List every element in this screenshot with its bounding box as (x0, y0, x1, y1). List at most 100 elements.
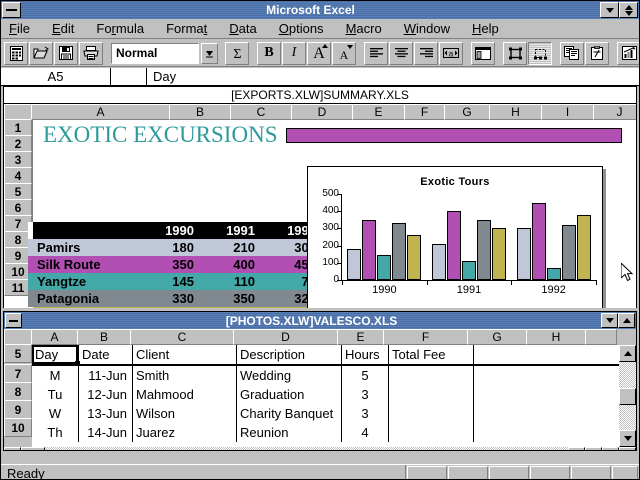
cell-F9[interactable] (389, 404, 474, 423)
cell-E10[interactable]: 4 (342, 423, 389, 442)
align-center-icon[interactable] (389, 41, 413, 65)
hscroll-track[interactable] (45, 447, 568, 450)
style-dropdown-icon[interactable] (201, 42, 218, 64)
menu-edit[interactable]: Edit (51, 21, 75, 36)
new-sheet-icon[interactable] (619, 447, 636, 450)
cell-E9[interactable]: 3 (342, 404, 389, 423)
row-header-5[interactable]: 5 (4, 344, 32, 363)
cell-H8[interactable] (534, 385, 594, 404)
column-header-E[interactable]: E (352, 104, 405, 120)
cell-B7[interactable]: 11-Jun (79, 366, 133, 385)
cells-area-summary[interactable]: EXOTIC EXCURSIONS (28, 120, 636, 308)
column-header-E2[interactable]: E (337, 329, 384, 345)
cell-C9[interactable]: Wilson (133, 404, 237, 423)
cell-G5[interactable] (474, 345, 534, 364)
menu-file[interactable]: File (9, 21, 30, 36)
column-header-D2[interactable]: D (233, 329, 338, 345)
cell-A8[interactable]: Tu (32, 385, 79, 404)
menu-help[interactable]: Help (471, 21, 499, 36)
child-window-valesco[interactable]: [PHOTOS.XLW]VALESCO.XLS A B C D E F G H (3, 311, 637, 451)
new-workbook-icon[interactable] (4, 41, 28, 65)
row-header-10[interactable]: 10 (4, 418, 32, 437)
cell-G8[interactable] (474, 385, 534, 404)
cell-A9[interactable]: W (32, 404, 79, 423)
cell-F5[interactable]: Total Fee (389, 345, 474, 364)
table-row[interactable]: Th 14-Jun Juarez Reunion 4 (32, 423, 619, 442)
fill-handle[interactable] (75, 361, 80, 366)
cell-F8[interactable] (389, 385, 474, 404)
scroll-right-button[interactable] (568, 447, 585, 450)
table-row[interactable]: W 13-Jun Wilson Charity Banquet 3 (32, 404, 619, 423)
cell-B8[interactable]: 12-Jun (79, 385, 133, 404)
open-file-icon[interactable] (29, 41, 53, 65)
table-row[interactable]: Yangtze 145 110 70 (33, 273, 320, 290)
menu-data[interactable]: Data (229, 21, 257, 36)
italic-icon[interactable]: I (282, 41, 306, 65)
row-header-6[interactable]: 6 (4, 199, 32, 216)
cell-A7[interactable]: M (32, 366, 79, 385)
cell-H10[interactable] (534, 423, 594, 442)
cell-B9[interactable]: 13-Jun (79, 404, 133, 423)
align-right-icon[interactable] (414, 41, 438, 65)
cell-E8[interactable]: 3 (342, 385, 389, 404)
cell-G9[interactable] (474, 404, 534, 423)
cell-D7[interactable]: Wedding (237, 366, 342, 385)
column-header-H[interactable]: H (489, 104, 542, 120)
cell-F7[interactable] (389, 366, 474, 385)
select-all-corner-2[interactable] (4, 329, 32, 345)
menu-macro[interactable]: Macro (345, 21, 382, 36)
row-header-2[interactable]: 2 (4, 135, 32, 152)
column-header-F[interactable]: F (404, 104, 445, 120)
column-header-B[interactable]: B (169, 104, 231, 120)
cell-D9[interactable]: Charity Banquet (237, 404, 342, 423)
column-header-I[interactable]: I (541, 104, 594, 120)
table-row[interactable]: Silk Route 350 400 450 (33, 256, 320, 273)
bold-icon[interactable]: B (257, 41, 281, 65)
cells-area-valesco[interactable]: Day Date Client Description Hours Total … (32, 345, 619, 447)
column-header-A2[interactable]: A (31, 329, 78, 345)
scroll-track-upper[interactable] (619, 362, 636, 388)
table-row[interactable]: Nepal Trek 260 305 380 (33, 307, 320, 308)
chart-wizard-icon[interactable] (617, 41, 639, 65)
cell-F10[interactable] (389, 423, 474, 442)
cell-E7[interactable]: 5 (342, 366, 389, 385)
hscroll-thumb[interactable] (21, 447, 45, 450)
increase-font-size-icon[interactable]: A (307, 41, 331, 65)
column-header-G2[interactable]: G (467, 329, 527, 345)
select-object-icon[interactable] (503, 41, 527, 65)
paste-formats-icon[interactable] (585, 41, 609, 65)
cell-B10[interactable]: 14-Jun (79, 423, 133, 442)
column-header-A[interactable]: A (31, 104, 170, 120)
restore-icon[interactable] (619, 2, 638, 18)
copy-icon[interactable] (560, 41, 584, 65)
scroll-up-button[interactable] (619, 345, 636, 362)
column-header-C[interactable]: C (230, 104, 292, 120)
align-left-icon[interactable] (364, 41, 388, 65)
column-header-J[interactable]: J (593, 104, 636, 120)
minimize-icon[interactable] (600, 2, 619, 18)
table-row[interactable]: M 11-Jun Smith Wedding 5 (32, 366, 619, 385)
scroll-down-button[interactable] (619, 430, 636, 447)
embedded-chart-exotic-tours[interactable]: Exotic Tours 0 100 200 300 400 500 (307, 166, 603, 308)
cell-C8[interactable]: Mahmood (133, 385, 237, 404)
table-row[interactable]: Tu 12-Jun Mahmood Graduation 3 (32, 385, 619, 404)
row-header-8[interactable]: 8 (4, 382, 32, 401)
print-icon[interactable] (79, 41, 103, 65)
row-header-3[interactable]: 3 (4, 151, 32, 168)
menu-formula[interactable]: Formula (96, 21, 145, 36)
menu-options[interactable]: Options (278, 21, 324, 36)
scroll-left-button[interactable] (4, 447, 21, 450)
split-pane-icon[interactable] (585, 447, 602, 450)
style-name-box[interactable]: Normal (111, 42, 199, 64)
cell-D10[interactable]: Reunion (237, 423, 342, 442)
horizontal-scrollbar[interactable] (4, 447, 636, 450)
summary-data-table[interactable]: 1990 1991 1992 Pamirs 180 210 300 (33, 222, 320, 308)
row-header-1[interactable]: 1 (4, 119, 32, 136)
child-window-summary[interactable]: [EXPORTS.XLW]SUMMARY.XLS A B C D E F G H… (3, 86, 637, 308)
menu-format[interactable]: Format (166, 21, 208, 36)
page-break-icon[interactable] (602, 447, 619, 450)
drawing-selection-icon[interactable] (528, 41, 552, 65)
column-header-extra[interactable] (585, 329, 617, 345)
formula-input[interactable]: Day (147, 68, 639, 85)
vertical-scrollbar[interactable] (619, 345, 636, 447)
